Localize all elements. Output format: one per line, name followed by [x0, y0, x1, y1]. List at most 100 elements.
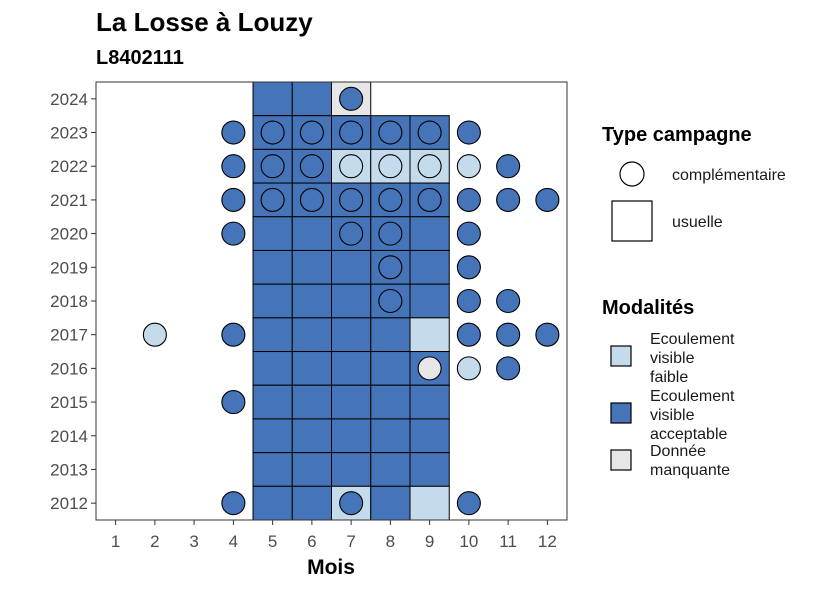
cell-2014-6 [291, 418, 332, 454]
cell-2016-5 [252, 351, 293, 386]
point-2017-11 [496, 322, 521, 347]
cell-2017-6 [291, 317, 332, 353]
cell-2014-5 [252, 418, 293, 454]
x-tick-label: 11 [499, 532, 517, 551]
cell-2016-7 [331, 351, 372, 386]
x-tick-label: 2 [150, 532, 159, 551]
usuelle-cells [252, 81, 450, 521]
point-2020-7 [339, 221, 364, 246]
legend-circle-key [619, 161, 645, 187]
x-tick-label: 3 [189, 532, 198, 551]
y-tick-label: 2023 [50, 124, 88, 143]
chart-title: La Losse à Louzy [96, 7, 313, 37]
point-2022-7 [339, 154, 364, 179]
cell-2018-6 [291, 283, 332, 319]
legend: Type campagne complémentaire usuelle Modali… [602, 124, 786, 479]
point-2012-4 [221, 491, 246, 516]
complementaire-points [142, 86, 560, 516]
cell-2012-5 [252, 485, 293, 521]
cell-2019-9 [409, 249, 450, 285]
x-tick-label: 10 [459, 532, 478, 551]
cell-2015-5 [252, 384, 293, 420]
cell-2020-5 [252, 216, 293, 251]
y-tick-label: 2021 [50, 191, 88, 210]
point-2023-6 [299, 120, 324, 145]
y-tick-label: 2022 [50, 157, 88, 176]
point-2022-10 [456, 154, 481, 179]
cell-2024-5 [252, 81, 293, 117]
y-tick-label: 2013 [50, 460, 88, 479]
cell-2014-9 [409, 418, 450, 454]
cell-2013-9 [409, 452, 450, 487]
y-tick-label: 2014 [50, 427, 88, 446]
x-axis: 1 2 3 4 5 6 7 8 9 10 11 12 [111, 520, 557, 551]
legend-mod-label-acceptable: Ecoulement visible acceptable [650, 388, 735, 443]
x-tick-label: 8 [386, 532, 395, 551]
point-2015-4 [221, 390, 246, 415]
x-tick-label: 12 [538, 532, 557, 551]
cell-2017-9 [409, 317, 450, 353]
cell-2018-9 [409, 283, 450, 319]
y-tick-label: 2016 [50, 359, 88, 378]
point-2021-11 [496, 187, 521, 212]
point-2023-8 [378, 120, 403, 145]
point-2020-10 [456, 221, 481, 246]
legend-mod-label-manquante: Donnée manquante [650, 443, 730, 479]
point-2021-7 [339, 187, 364, 212]
point-2023-10 [456, 120, 481, 145]
cell-2014-7 [331, 418, 372, 454]
point-2018-10 [456, 288, 481, 314]
cell-2018-7 [331, 283, 372, 319]
cell-2017-5 [252, 317, 293, 353]
x-tick-label: 1 [111, 532, 120, 551]
cell-2018-5 [252, 283, 293, 319]
cell-2015-6 [291, 384, 332, 420]
point-2017-12 [535, 322, 560, 347]
point-2012-10 [456, 491, 481, 516]
cell-2015-9 [409, 384, 450, 420]
point-2022-8 [378, 154, 403, 179]
cell-2013-6 [291, 452, 332, 487]
legend-swatch-manquante [610, 449, 632, 471]
point-2018-11 [496, 288, 521, 314]
y-axis: 2012 2013 2014 2015 2016 2017 2018 2019 2020 2021… [50, 90, 96, 513]
point-2016-9 [417, 356, 442, 381]
cell-2013-8 [370, 452, 411, 487]
legend-type-label: usuelle [672, 214, 723, 231]
cell-2015-8 [370, 384, 411, 420]
point-2020-8 [378, 221, 403, 246]
point-2021-6 [299, 187, 324, 212]
point-2016-10 [456, 356, 481, 381]
point-2021-12 [535, 187, 560, 212]
point-2023-5 [260, 120, 285, 145]
y-tick-label: 2024 [50, 90, 88, 109]
cell-2012-9 [409, 485, 450, 521]
point-2024-7 [339, 86, 364, 111]
point-2016-11 [496, 356, 521, 381]
y-tick-label: 2018 [50, 292, 88, 311]
point-2017-10 [456, 322, 481, 347]
legend-swatch-acceptable [610, 402, 632, 424]
cell-2013-5 [252, 452, 293, 487]
point-2021-9 [417, 187, 442, 212]
cell-2019-5 [252, 249, 293, 285]
point-2018-8 [378, 288, 403, 314]
point-2022-5 [260, 154, 285, 179]
point-2022-11 [496, 154, 521, 179]
legend-swatch-faible [610, 345, 632, 367]
point-2023-7 [339, 120, 364, 145]
point-2020-4 [221, 221, 246, 246]
x-tick-label: 5 [268, 532, 277, 551]
cell-2016-6 [291, 351, 332, 386]
point-2017-4 [221, 322, 246, 347]
x-tick-label: 7 [346, 532, 355, 551]
legend-type-title: Type campagne [602, 124, 752, 146]
point-2023-9 [417, 120, 442, 145]
cell-2017-7 [331, 317, 372, 353]
x-tick-label: 4 [229, 532, 238, 551]
cell-2020-9 [409, 216, 450, 251]
point-2021-5 [260, 187, 285, 212]
point-2023-4 [221, 120, 246, 145]
cell-2012-6 [291, 485, 332, 521]
x-tick-label: 6 [307, 532, 316, 551]
